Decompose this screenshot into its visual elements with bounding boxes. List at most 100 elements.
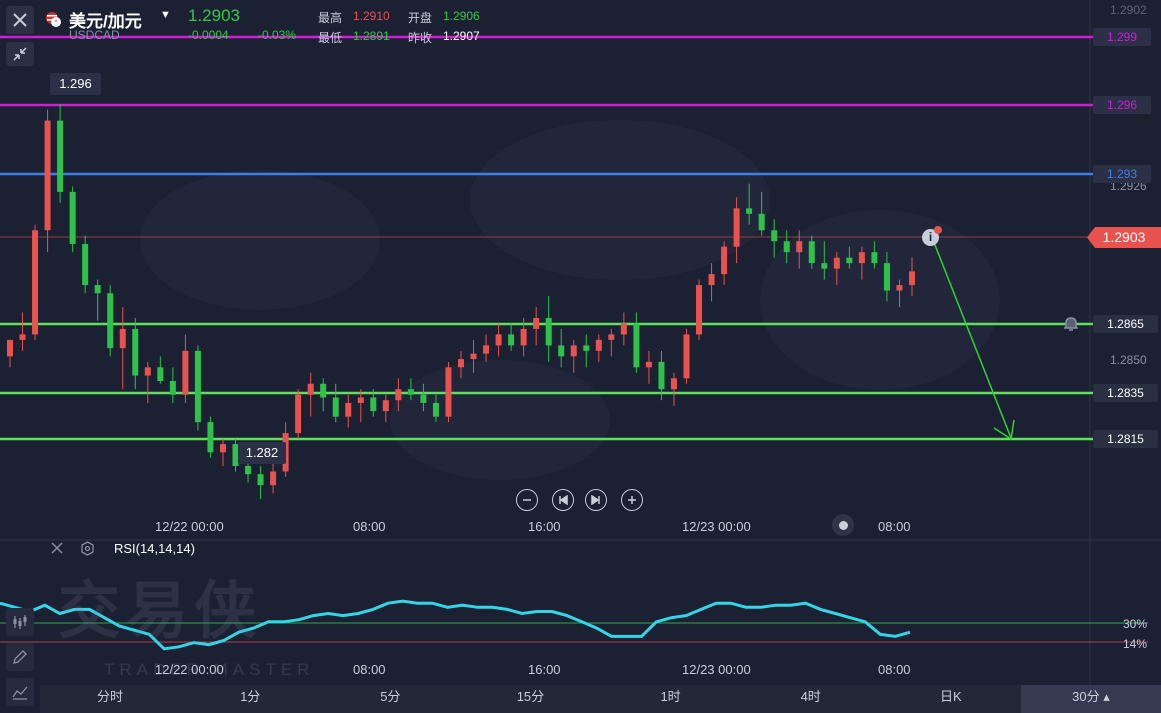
- candle-body: [307, 383, 314, 395]
- timeframe-select[interactable]: 30分 ▴: [1020, 685, 1161, 713]
- candle-body: [733, 208, 740, 247]
- symbol-code: USDCAD: [69, 28, 120, 42]
- chevron-down-icon[interactable]: ▼: [160, 9, 171, 21]
- candle-body: [495, 334, 502, 346]
- alarm-bell-icon[interactable]: [1062, 315, 1080, 333]
- candle-body: [32, 230, 39, 335]
- candle-body: [746, 208, 753, 214]
- candle-body: [796, 241, 803, 253]
- collapse-button[interactable]: [6, 42, 34, 66]
- candle-body: [207, 422, 214, 453]
- indicator-tool-button[interactable]: [6, 608, 34, 636]
- level-tag-1296: 1.296: [1093, 96, 1151, 114]
- candle-body: [821, 263, 828, 269]
- time-label: 16:00: [528, 519, 561, 534]
- analysis-tool-button[interactable]: [6, 678, 34, 706]
- candle-body: [94, 285, 101, 294]
- candle-body: [44, 120, 51, 231]
- candle-body: [871, 252, 878, 264]
- candle-body: [82, 243, 89, 286]
- rsi-level-30: 30%: [1123, 617, 1148, 631]
- high-marker: 1.296: [50, 73, 101, 95]
- candle-body: [357, 397, 364, 403]
- tab-timeframe[interactable]: 15分: [516, 689, 545, 704]
- candle-body: [658, 361, 665, 390]
- candle-body: [696, 285, 703, 335]
- time-label: 12/23 00:00: [682, 519, 751, 534]
- price-change: -0.0004: [188, 28, 229, 42]
- tab-timeframe[interactable]: 日K: [939, 689, 962, 704]
- prev-close-value: 1.2907: [443, 29, 480, 43]
- candle-body: [858, 252, 865, 264]
- level-tag-1299: 1.299: [1093, 28, 1151, 46]
- candle-body: [257, 474, 264, 486]
- plus-icon: [628, 496, 636, 504]
- candle-body: [583, 345, 590, 351]
- time-label: 08:00: [353, 519, 386, 534]
- candle-body: [169, 381, 176, 395]
- rsi-time-label: 12/22 00:00: [155, 662, 224, 677]
- rsi-label: RSI(14,14,14): [114, 541, 195, 556]
- candle-body: [270, 471, 277, 486]
- rsi-level-14: 14%: [1123, 637, 1148, 651]
- low-marker: 1.282: [238, 442, 286, 464]
- tab-timeframe[interactable]: 分时: [97, 689, 124, 704]
- candle-body: [107, 293, 114, 349]
- tab-timeframe[interactable]: 1分: [240, 689, 261, 704]
- candle-body: [896, 285, 903, 291]
- open-value: 1.2906: [443, 9, 480, 23]
- time-label: 08:00: [878, 519, 911, 534]
- candle-body: [19, 334, 26, 340]
- tab-timeframe[interactable]: 4时: [800, 689, 821, 704]
- candle-body: [909, 271, 915, 286]
- candle-body: [320, 383, 327, 398]
- level-tag-12815: 1.2815: [1093, 430, 1158, 448]
- candle-body: [7, 339, 13, 357]
- candle-body: [545, 317, 552, 346]
- level-tag-1293: 1.293: [1093, 165, 1151, 183]
- close-button[interactable]: [6, 6, 34, 34]
- candle-body: [57, 120, 64, 192]
- candle-body: [508, 334, 515, 346]
- step-forward-button[interactable]: [585, 489, 607, 511]
- pencil-icon: [13, 650, 27, 664]
- axis-tick: 1.2902: [1110, 3, 1147, 17]
- zoom-out-button[interactable]: [516, 489, 538, 511]
- rsi-time-label: 12/23 00:00: [682, 662, 751, 677]
- candle-body: [245, 465, 252, 475]
- rsi-time-label: 16:00: [528, 662, 561, 677]
- candle-body: [708, 274, 715, 286]
- candle-body: [595, 339, 602, 351]
- candle-body: [219, 444, 226, 453]
- rsi-close-icon[interactable]: [50, 541, 64, 555]
- prev-close-label: 昨收: [408, 31, 433, 45]
- candle-body: [395, 389, 402, 401]
- candle-body: [683, 334, 690, 379]
- step-back-icon: [559, 495, 568, 505]
- candle-body: [432, 402, 439, 417]
- candle-body: [132, 328, 139, 376]
- price-change-pct: -0.03%: [258, 28, 297, 42]
- tab-timeframe[interactable]: 1时: [660, 689, 681, 704]
- candle-body: [382, 400, 389, 412]
- candle-body: [670, 378, 677, 390]
- candle-body: [570, 345, 577, 357]
- candle-body: [533, 317, 540, 329]
- candle-body: [232, 444, 239, 466]
- candle-body: [483, 345, 490, 354]
- candle-body: [144, 367, 151, 376]
- zoom-in-button[interactable]: [621, 489, 643, 511]
- rsi-settings-icon[interactable]: [80, 541, 95, 556]
- candle-body: [721, 246, 728, 275]
- draw-tool-button[interactable]: [6, 643, 34, 671]
- tab-timeframe[interactable]: 5分: [380, 689, 401, 704]
- watermark: 交易侠: [58, 577, 263, 646]
- step-back-button[interactable]: [552, 489, 574, 511]
- timeframe-bar: 分时 1分 5分 15分 1时 4时 日K 30分 ▴: [40, 685, 1161, 713]
- symbol-name[interactable]: 美元/加元: [69, 12, 142, 31]
- crosshair-dot[interactable]: [832, 514, 854, 536]
- open-label: 开盘: [408, 11, 433, 25]
- projection-arrow: [932, 239, 1015, 441]
- candle-body: [608, 334, 615, 340]
